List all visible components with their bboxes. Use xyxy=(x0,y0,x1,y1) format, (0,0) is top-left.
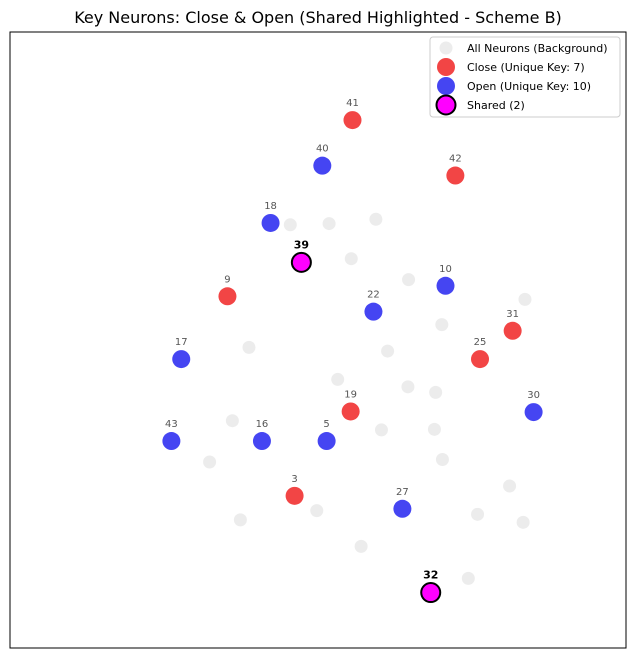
background-point xyxy=(516,515,530,529)
background-point xyxy=(203,455,217,469)
close-point xyxy=(471,350,490,369)
open-point-label: 5 xyxy=(323,419,329,430)
close-point-label: 31 xyxy=(506,309,519,320)
open-point xyxy=(317,432,336,451)
background-point xyxy=(427,422,441,436)
background-point xyxy=(310,504,324,518)
background-point xyxy=(322,217,336,231)
background-point xyxy=(344,252,358,266)
open-point xyxy=(162,432,181,451)
background-point xyxy=(233,513,247,527)
close-point xyxy=(446,166,465,185)
close-point xyxy=(343,111,362,130)
legend-marker-shared xyxy=(435,94,457,116)
close-point-label: 41 xyxy=(346,98,359,109)
legend-marker-open xyxy=(437,77,455,95)
open-point-label: 18 xyxy=(264,201,277,212)
open-point-label: 17 xyxy=(175,337,188,348)
background-point xyxy=(331,372,345,386)
open-point-label: 43 xyxy=(165,419,178,430)
background-point xyxy=(283,218,297,232)
open-point-label: 10 xyxy=(439,264,452,275)
background-point xyxy=(242,340,256,354)
background-point xyxy=(369,212,383,226)
background-point xyxy=(435,318,449,332)
open-point xyxy=(364,302,383,321)
background-point xyxy=(429,385,443,399)
open-point xyxy=(172,350,191,369)
background-point xyxy=(503,479,517,493)
open-point-label: 27 xyxy=(396,487,409,498)
background-point xyxy=(354,539,368,553)
close-point xyxy=(503,321,522,340)
legend-marker-close xyxy=(437,58,455,76)
close-point-label: 19 xyxy=(344,389,357,400)
legend-label-close: Close (Unique Key: 7) xyxy=(467,61,585,74)
background-point xyxy=(471,507,485,521)
background-point xyxy=(435,453,449,467)
close-point-label: 9 xyxy=(224,274,230,285)
legend-marker-background xyxy=(439,41,453,55)
legend-box xyxy=(429,36,621,118)
open-point-label: 22 xyxy=(367,290,380,301)
open-point xyxy=(524,403,543,422)
background-point xyxy=(225,414,239,428)
open-point xyxy=(436,276,455,295)
plot-frame xyxy=(9,31,627,649)
close-point-label: 25 xyxy=(474,337,487,348)
background-point xyxy=(381,344,395,358)
open-point-label: 30 xyxy=(527,390,540,401)
background-point xyxy=(374,423,388,437)
close-point xyxy=(341,402,360,421)
chart-title: Key Neurons: Close & Open (Shared Highli… xyxy=(74,8,562,27)
open-point-label: 40 xyxy=(316,144,329,155)
close-point xyxy=(285,486,304,505)
open-point xyxy=(393,499,412,518)
background-point xyxy=(461,571,475,585)
legend-label-shared: Shared (2) xyxy=(467,99,525,112)
open-point xyxy=(252,432,271,451)
legend-label-open: Open (Unique Key: 10) xyxy=(467,80,591,93)
shared-point xyxy=(420,582,442,604)
close-point-label: 3 xyxy=(291,474,297,485)
background-point xyxy=(402,273,416,287)
shared-point-label: 32 xyxy=(423,569,438,582)
background-point xyxy=(401,380,415,394)
legend-label-background: All Neurons (Background) xyxy=(467,42,608,55)
open-point-label: 16 xyxy=(256,419,269,430)
shared-point-label: 39 xyxy=(294,238,309,251)
open-point xyxy=(261,213,280,232)
close-point-label: 42 xyxy=(449,154,462,165)
open-point xyxy=(313,156,332,175)
background-point xyxy=(518,292,532,306)
close-point xyxy=(218,287,237,306)
shared-point xyxy=(290,251,312,273)
